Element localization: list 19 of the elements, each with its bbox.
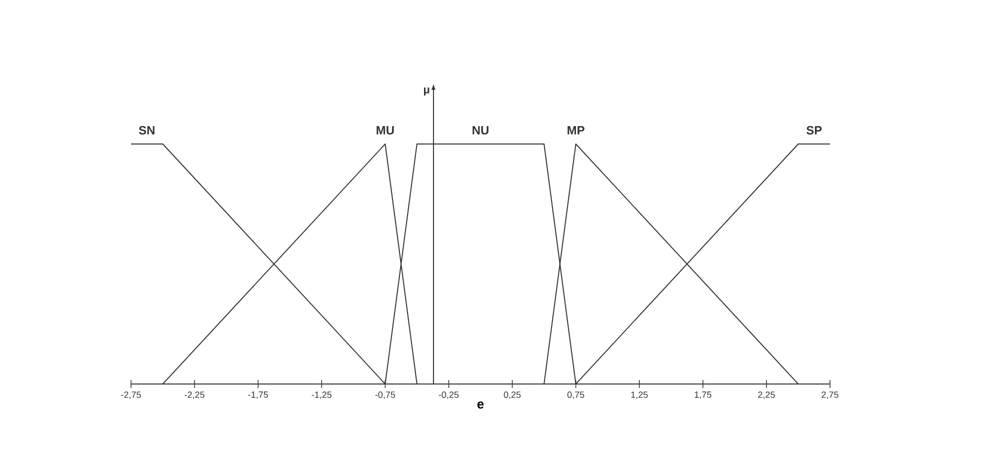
series-label: MP xyxy=(568,126,584,134)
x-tick-label: 0,75 xyxy=(567,392,584,399)
x-tick-label: -1,25 xyxy=(312,392,332,399)
x-tick-label: 1,25 xyxy=(631,392,648,399)
x-axis-title: e xyxy=(477,402,484,409)
series-label: MU xyxy=(376,126,394,135)
x-tick-label: -2,75 xyxy=(121,392,141,399)
series-label: NU xyxy=(472,126,488,135)
x-tick-label: 2,75 xyxy=(822,392,838,399)
x-tick-label: 1,75 xyxy=(694,392,712,399)
x-tick-label: 2,25 xyxy=(758,392,775,399)
x-tick-label: -0,75 xyxy=(375,392,396,399)
series-label: SN xyxy=(138,126,154,135)
series-label: SP xyxy=(806,126,822,135)
x-tick-label: 0,25 xyxy=(504,392,521,399)
ref-line-label: μ xyxy=(424,88,430,96)
x-tick-label: -2,25 xyxy=(184,392,204,399)
x-tick-label: -1,75 xyxy=(248,392,268,399)
x-tick-label: -0,25 xyxy=(438,392,459,399)
